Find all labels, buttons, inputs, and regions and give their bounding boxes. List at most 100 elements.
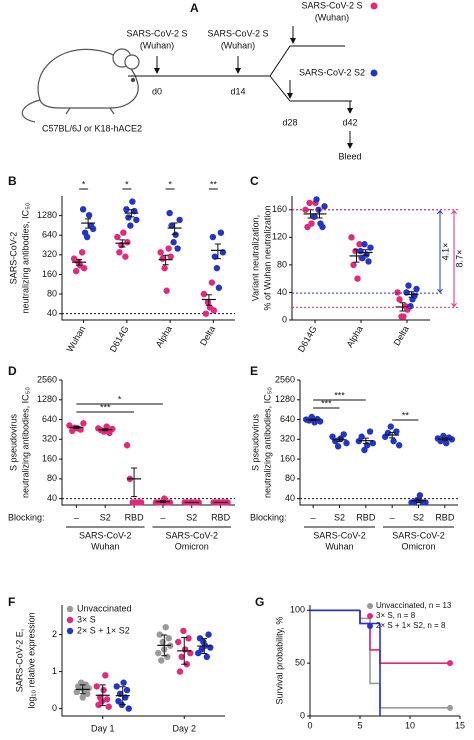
panel-label: E xyxy=(250,364,258,378)
group-label: Omicron xyxy=(401,541,435,551)
error-bar xyxy=(214,243,221,260)
fold-arrow xyxy=(451,209,457,308)
data-point xyxy=(125,705,132,712)
panel-label: D xyxy=(8,364,17,378)
data-point xyxy=(185,635,192,642)
significance-label: *** xyxy=(334,390,345,400)
x-tick-label: Alpha xyxy=(154,324,174,349)
data-point xyxy=(396,296,403,303)
y-tick-label: 80 xyxy=(47,288,57,298)
x-tick-label: RBD xyxy=(125,512,145,522)
data-point xyxy=(159,255,166,262)
data-point xyxy=(340,431,347,438)
x-tick-label: D614G xyxy=(108,324,131,354)
y-axis-label: log₁₀ relative expression xyxy=(26,612,36,708)
data-point xyxy=(366,428,374,435)
data-point xyxy=(443,439,450,447)
day-label: d0 xyxy=(152,86,162,96)
significance-label: * xyxy=(118,394,122,404)
y-axis-label: SARS-CoV-2 E, xyxy=(14,629,24,693)
y-tick-label: 320 xyxy=(42,249,57,259)
mouse-label: C57BL/6J or K18-hACE2 xyxy=(42,123,142,133)
error-bar xyxy=(73,425,80,430)
error-bar xyxy=(76,258,83,266)
data-point xyxy=(369,439,377,447)
dose-label: SARS-CoV-2 S xyxy=(301,0,362,10)
data-point xyxy=(155,649,162,657)
data-point xyxy=(127,222,134,229)
data-point xyxy=(80,420,87,427)
y-tick-label: 40 xyxy=(277,287,287,297)
x-tick-label: RBD xyxy=(211,512,231,522)
data-point xyxy=(365,258,372,265)
data-point xyxy=(137,499,145,506)
data-point xyxy=(204,299,212,306)
data-point xyxy=(358,433,365,440)
data-point xyxy=(405,282,412,289)
dose-label: SARS-CoV-2 S xyxy=(207,28,268,38)
x-tick-label: – xyxy=(74,512,79,522)
data-point xyxy=(109,425,116,433)
error-bar xyxy=(128,209,135,218)
data-point xyxy=(124,239,131,246)
data-point xyxy=(72,267,80,275)
y-tick-label: 2560 xyxy=(275,374,295,384)
y-tick-label: 320 xyxy=(42,434,57,444)
y-tick-label: 1280 xyxy=(275,394,295,404)
error-bar xyxy=(389,431,396,439)
error-bar xyxy=(415,498,422,503)
data-point xyxy=(163,287,170,294)
data-point xyxy=(354,275,361,282)
data-point xyxy=(114,233,121,241)
y-tick-label: 160 xyxy=(272,204,287,214)
dose-label: (Wuhan) xyxy=(140,40,174,50)
data-point xyxy=(357,247,364,255)
y-tick-label: 2 xyxy=(52,629,57,639)
y-tick-label: 2560 xyxy=(37,374,57,384)
axis-line xyxy=(61,605,225,717)
panel-label: G xyxy=(255,595,264,609)
x-tick-label: S2 xyxy=(186,512,197,522)
x-tick-label: Alpha xyxy=(345,324,365,349)
group-label: SARS-CoV-2 xyxy=(313,530,366,540)
y-axis-label: SARS-CoV-2 xyxy=(8,232,18,285)
data-point xyxy=(313,196,320,203)
data-point xyxy=(129,198,136,205)
data-point xyxy=(120,679,127,686)
x-tick-label: 5 xyxy=(357,720,362,730)
y-tick-label: 160 xyxy=(280,453,295,463)
data-point xyxy=(161,264,168,272)
legend-label: 2× S + 1× S2, n = 8 xyxy=(376,621,446,630)
fold-label: 8.7× xyxy=(454,250,464,268)
data-point xyxy=(165,245,172,252)
y-tick-label: 640 xyxy=(280,414,295,424)
data-point xyxy=(178,653,185,660)
data-point xyxy=(343,439,350,447)
error-bar xyxy=(159,500,166,503)
significance-label: * xyxy=(168,179,172,189)
data-point xyxy=(209,233,217,241)
data-point xyxy=(123,206,130,213)
x-tick-label: Day 1 xyxy=(91,723,115,733)
data-point xyxy=(162,624,169,631)
panel-label: C xyxy=(250,174,259,188)
blocking-label: Blocking: xyxy=(8,512,45,522)
data-point xyxy=(116,249,123,256)
data-point xyxy=(168,222,175,229)
error-bar xyxy=(99,684,106,707)
data-point xyxy=(98,698,106,705)
data-point xyxy=(175,638,182,646)
group-label: Wuhan xyxy=(91,541,119,551)
dose-label: SARS-CoV-2 S2 xyxy=(299,67,365,77)
survival-step xyxy=(379,649,450,664)
significance-label: * xyxy=(82,179,86,189)
panel-label: A xyxy=(190,1,199,15)
data-point xyxy=(306,199,313,207)
axis-line xyxy=(299,380,458,506)
y-axis-label: neutralizing antibodies, IC₅₀ xyxy=(20,387,30,498)
data-point xyxy=(164,653,171,660)
data-point xyxy=(174,245,181,252)
data-point xyxy=(356,241,363,248)
data-point xyxy=(79,694,86,701)
data-point xyxy=(176,216,183,224)
